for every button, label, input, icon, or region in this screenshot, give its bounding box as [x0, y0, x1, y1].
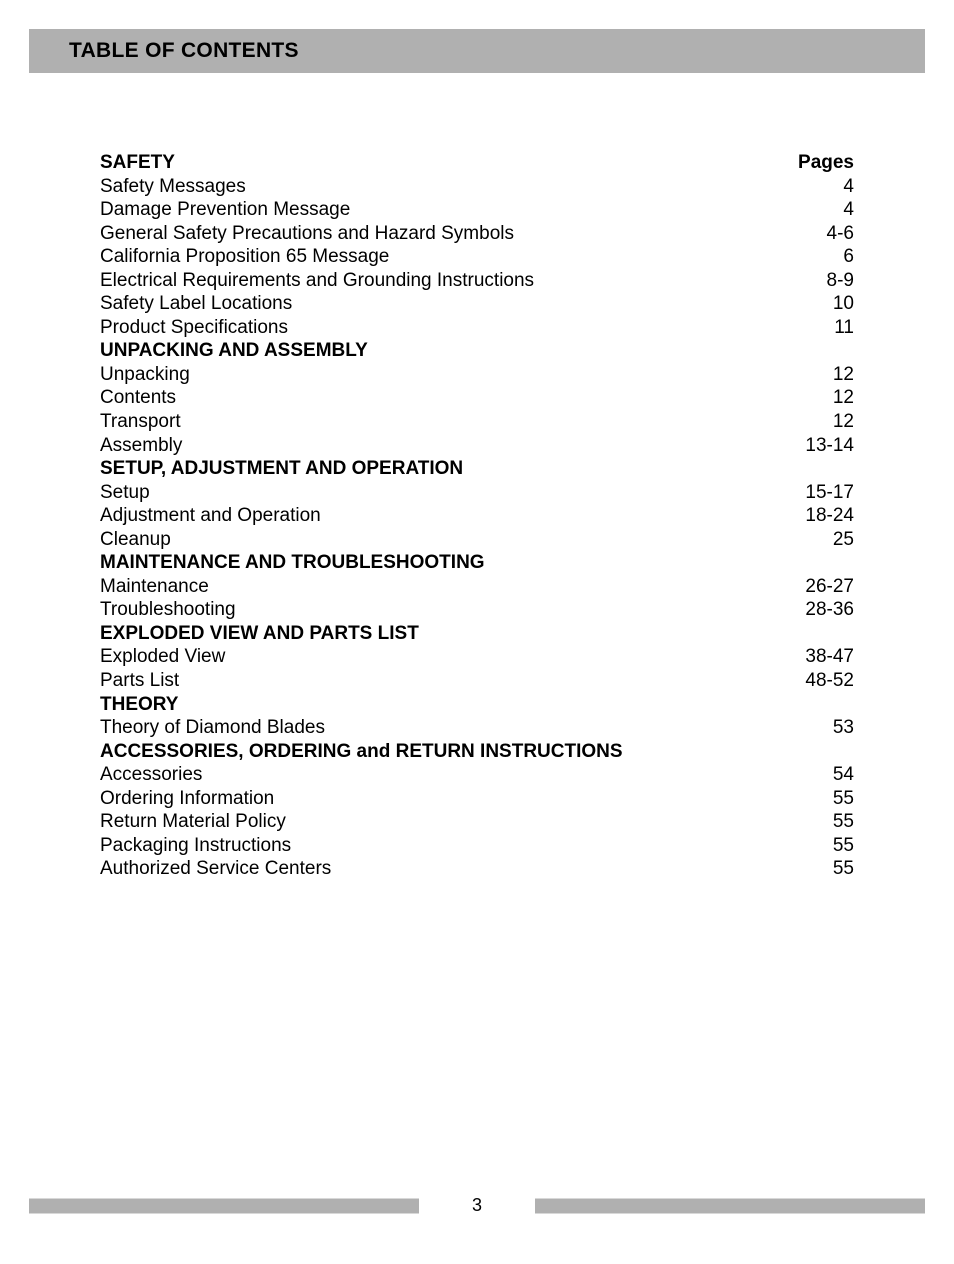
toc-row-label: UNPACKING AND ASSEMBLY — [100, 339, 368, 363]
toc-row-label: Damage Prevention Message — [100, 198, 350, 222]
toc-row: Packaging Instructions 55 — [100, 834, 854, 858]
toc-row: EXPLODED VIEW AND PARTS LIST — [100, 622, 854, 646]
toc-row: THEORY — [100, 693, 854, 717]
toc-row-pages: Pages — [784, 151, 854, 175]
toc-row-pages: 15-17 — [784, 481, 854, 505]
toc-row-label: THEORY — [100, 693, 178, 717]
footer-bar-right — [535, 1198, 925, 1213]
toc-row-pages: 26-27 — [784, 575, 854, 599]
toc-row: Setup 15-17 — [100, 481, 854, 505]
toc-row: Safety Label Locations 10 — [100, 292, 854, 316]
toc-row-label: Troubleshooting — [100, 598, 236, 622]
toc-row: Accessories 54 — [100, 763, 854, 787]
toc-row-label: General Safety Precautions and Hazard Sy… — [100, 222, 514, 246]
toc-row-pages: 54 — [784, 763, 854, 787]
toc-row-pages: 4 — [784, 198, 854, 222]
toc-row-label: Adjustment and Operation — [100, 504, 321, 528]
toc-row: UNPACKING AND ASSEMBLY — [100, 339, 854, 363]
toc-row-pages: 28-36 — [784, 598, 854, 622]
toc-row-label: California Proposition 65 Message — [100, 245, 389, 269]
toc-row-label: Return Material Policy — [100, 810, 286, 834]
toc-row-label: MAINTENANCE AND TROUBLESHOOTING — [100, 551, 485, 575]
table-of-contents: SAFETYPagesSafety Messages4Damage Preven… — [100, 151, 854, 881]
toc-row: Unpacking 12 — [100, 363, 854, 387]
toc-row: Transport 12 — [100, 410, 854, 434]
toc-row-pages: 13-14 — [784, 434, 854, 458]
page: TABLE OF CONTENTS SAFETYPagesSafety Mess… — [0, 29, 954, 1264]
toc-row: SETUP, ADJUSTMENT AND OPERATION — [100, 457, 854, 481]
toc-row-label: Cleanup — [100, 528, 171, 552]
toc-row-label: Setup — [100, 481, 150, 505]
toc-row-label: Authorized Service Centers — [100, 857, 331, 881]
toc-row-pages: 4-6 — [784, 222, 854, 246]
toc-row: ACCESSORIES, ORDERING and RETURN INSTRUC… — [100, 740, 854, 764]
toc-row-pages: 18-24 — [784, 504, 854, 528]
toc-row-label: EXPLODED VIEW AND PARTS LIST — [100, 622, 419, 646]
toc-row-pages: 12 — [784, 410, 854, 434]
toc-row-label: SETUP, ADJUSTMENT AND OPERATION — [100, 457, 463, 481]
toc-row-label: Ordering Information — [100, 787, 274, 811]
toc-row-pages: 12 — [784, 386, 854, 410]
toc-row: Damage Prevention Message 4 — [100, 198, 854, 222]
toc-row: Parts List 48-52 — [100, 669, 854, 693]
toc-row-pages: 48-52 — [784, 669, 854, 693]
toc-row: MAINTENANCE AND TROUBLESHOOTING — [100, 551, 854, 575]
toc-row: Safety Messages 4 — [100, 175, 854, 199]
toc-row: California Proposition 65 Message 6 — [100, 245, 854, 269]
toc-row-label: SAFETY — [100, 151, 175, 175]
page-footer: 3 — [0, 1195, 954, 1216]
toc-row-label: Accessories — [100, 763, 202, 787]
footer-bar-left — [29, 1198, 419, 1213]
toc-row-label: Theory of Diamond Blades — [100, 716, 325, 740]
toc-row-pages: 4 — [784, 175, 854, 199]
toc-row-label: Product Specifications — [100, 316, 288, 340]
toc-row: Assembly 13-14 — [100, 434, 854, 458]
toc-row: Product Specifications 11 — [100, 316, 854, 340]
toc-row: SAFETY Pages — [100, 151, 854, 175]
toc-row-label: Exploded View — [100, 645, 225, 669]
toc-row-label: Maintenance — [100, 575, 209, 599]
toc-row-label: Packaging Instructions — [100, 834, 291, 858]
toc-row-label: Assembly — [100, 434, 182, 458]
toc-row: General Safety Precautions and Hazard Sy… — [100, 222, 854, 246]
toc-row-pages: 53 — [784, 716, 854, 740]
toc-row-pages: 55 — [784, 787, 854, 811]
toc-row: Troubleshooting 28-36 — [100, 598, 854, 622]
toc-row-label: Safety Messages — [100, 175, 246, 199]
toc-row-pages: 38-47 — [784, 645, 854, 669]
toc-row: Electrical Requirements and Grounding In… — [100, 269, 854, 293]
toc-row: Cleanup 25 — [100, 528, 854, 552]
toc-row-label: Transport — [100, 410, 181, 434]
toc-row: Ordering Information 55 — [100, 787, 854, 811]
toc-row-label: Electrical Requirements and Grounding In… — [100, 269, 534, 293]
toc-row-pages: 55 — [784, 857, 854, 881]
toc-row: Return Material Policy 55 — [100, 810, 854, 834]
toc-row-label: Safety Label Locations — [100, 292, 292, 316]
toc-row-pages: 12 — [784, 363, 854, 387]
title-bar: TABLE OF CONTENTS — [29, 29, 925, 73]
toc-row-label: ACCESSORIES, ORDERING and RETURN INSTRUC… — [100, 740, 623, 764]
toc-row: Contents 12 — [100, 386, 854, 410]
toc-row: Adjustment and Operation 18-24 — [100, 504, 854, 528]
toc-row-pages: 55 — [784, 834, 854, 858]
toc-row-pages: 8-9 — [784, 269, 854, 293]
toc-row: Exploded View 38-47 — [100, 645, 854, 669]
toc-row-label: Unpacking — [100, 363, 190, 387]
page-title: TABLE OF CONTENTS — [69, 39, 299, 62]
toc-row: Theory of Diamond Blades 53 — [100, 716, 854, 740]
toc-row-label: Contents — [100, 386, 176, 410]
toc-row-pages: 10 — [784, 292, 854, 316]
page-number: 3 — [450, 1195, 504, 1216]
toc-row-pages: 6 — [784, 245, 854, 269]
toc-row-label: Parts List — [100, 669, 179, 693]
toc-row-pages: 25 — [784, 528, 854, 552]
toc-row-pages: 55 — [784, 810, 854, 834]
toc-row-pages: 11 — [784, 316, 854, 340]
toc-row: Maintenance 26-27 — [100, 575, 854, 599]
toc-row: Authorized Service Centers 55 — [100, 857, 854, 881]
